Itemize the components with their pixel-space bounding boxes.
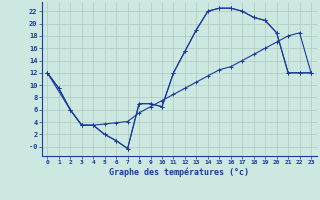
- X-axis label: Graphe des températures (°c): Graphe des températures (°c): [109, 168, 249, 177]
